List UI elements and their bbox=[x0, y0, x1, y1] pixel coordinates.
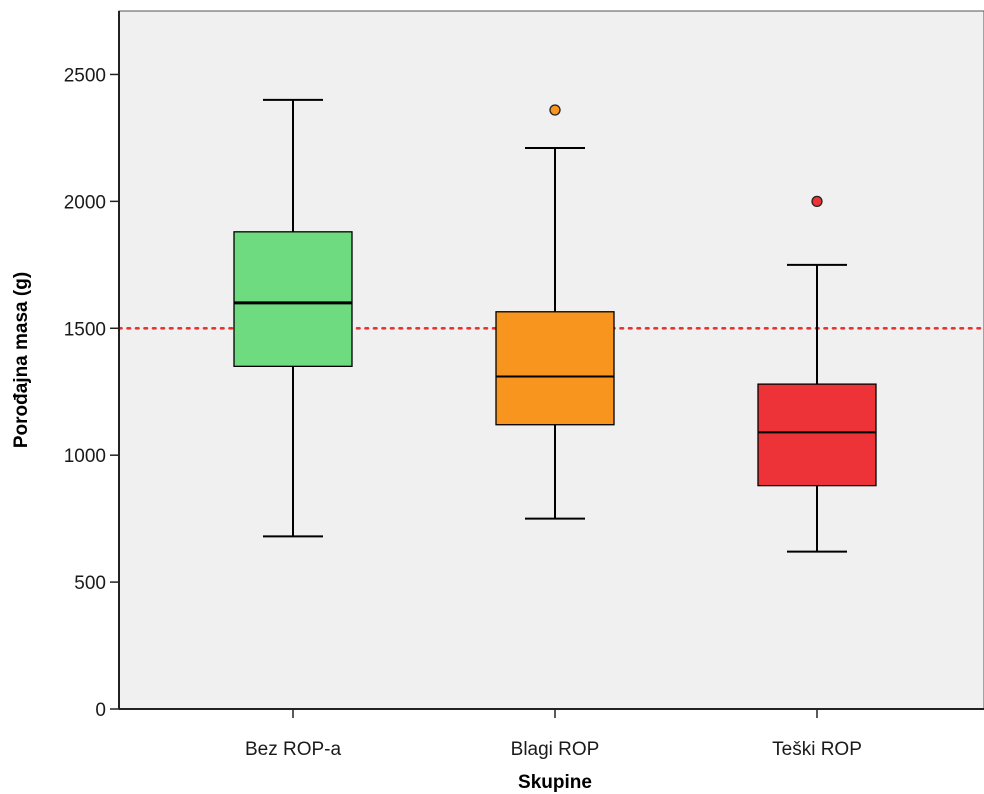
box-3 bbox=[757, 195, 877, 553]
outlier-point bbox=[811, 195, 823, 208]
y-tick-label: 0 bbox=[95, 700, 106, 721]
box-group bbox=[233, 98, 877, 553]
box-iqr bbox=[495, 311, 615, 426]
y-tick-label: 2000 bbox=[64, 192, 106, 213]
y-tick-label: 1000 bbox=[64, 446, 106, 467]
y-tick-label: 1500 bbox=[64, 319, 106, 340]
box-iqr bbox=[233, 231, 353, 367]
x-tick-label: Bez ROP-a bbox=[245, 739, 342, 760]
x-tick-label: Teški ROP bbox=[772, 739, 862, 760]
y-axis-title: Porođajna masa (g) bbox=[11, 272, 32, 448]
x-tick-label: Blagi ROP bbox=[511, 739, 600, 760]
outlier-point bbox=[549, 104, 561, 116]
y-tick-label: 2500 bbox=[64, 65, 106, 86]
box-iqr bbox=[757, 383, 877, 487]
x-ticks: Bez ROP-a Blagi ROP Teški ROP bbox=[245, 709, 862, 760]
box-2 bbox=[495, 104, 615, 520]
x-axis-title: Skupine bbox=[518, 772, 592, 793]
axes bbox=[118, 11, 984, 710]
box-1 bbox=[233, 98, 353, 538]
y-ticks: 0 500 1000 1500 2000 2500 bbox=[64, 65, 119, 721]
y-tick-label: 500 bbox=[74, 573, 106, 594]
